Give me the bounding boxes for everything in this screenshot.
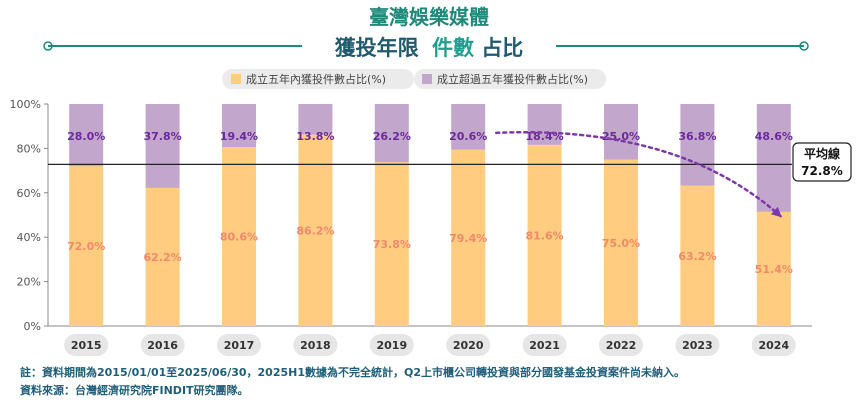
subtitle-accent: 件數 <box>432 36 474 60</box>
data-label-over-5yr: 36.8% <box>678 130 716 143</box>
y-tick-label: 40% <box>17 231 41 244</box>
bar-within-5yr-2015 <box>69 166 104 326</box>
x-tick-pill <box>446 334 491 356</box>
bar-over-5yr-2015 <box>69 104 104 167</box>
data-label-within-5yr: 75.0% <box>602 237 640 250</box>
average-label-title: 平均線 <box>804 146 840 161</box>
x-tick-pill <box>217 334 261 356</box>
x-tick-pill <box>140 334 185 356</box>
chart-title: 臺灣娛樂媒體 <box>369 5 489 29</box>
x-tick-pill <box>64 334 109 356</box>
bar-over-5yr-2024 <box>756 104 791 212</box>
subtitle-main: 獲投年限 <box>335 36 419 60</box>
x-tick-label: 2017 <box>224 339 255 352</box>
bar-within-5yr-2022 <box>604 159 638 326</box>
legend-label-1: 成立五年內獲投件數占比(%) <box>246 72 386 86</box>
bar-over-5yr-2023 <box>680 104 715 186</box>
bar-over-5yr-2021 <box>527 104 562 145</box>
bar-over-5yr-2018 <box>298 104 333 135</box>
data-label-over-5yr: 20.6% <box>449 130 487 143</box>
x-tick-pill <box>522 334 567 356</box>
data-label-over-5yr: 48.6% <box>755 130 793 143</box>
bar-over-5yr-2019 <box>374 104 409 163</box>
chart-header: 臺灣娛樂媒體 獲投年限 件數 占比 <box>43 5 809 60</box>
bar-over-5yr-2016 <box>145 104 180 188</box>
data-label-within-5yr: 79.4% <box>449 232 487 245</box>
footnote-source: 資料來源：台灣經濟研究院FINDIT研究團隊。 <box>20 383 249 397</box>
data-label-within-5yr: 80.6% <box>220 231 258 244</box>
bar-within-5yr-2020 <box>451 149 486 326</box>
data-label-within-5yr: 51.4% <box>755 263 793 276</box>
bar-within-5yr-2017 <box>222 147 256 326</box>
x-tick-label: 2018 <box>300 339 331 352</box>
legend-pill-2 <box>414 69 606 89</box>
legend-label-2: 成立超過五年獲投件數占比(%) <box>437 72 588 86</box>
legend: 成立五年內獲投件數占比(%) 成立超過五年獲投件數占比(%) <box>222 69 606 89</box>
y-tick-label: 100% <box>10 98 41 111</box>
footnotes: 註：資料期間為2015/01/01至2025/06/30，2025H1數據為不完… <box>20 365 685 397</box>
bar-over-5yr-2020 <box>451 104 486 150</box>
x-tick-pill <box>675 334 720 356</box>
x-tick-label: 2015 <box>71 339 102 352</box>
bar-within-5yr-2016 <box>145 187 180 326</box>
data-label-over-5yr: 13.8% <box>296 130 334 143</box>
y-tick-label: 0% <box>24 320 41 333</box>
average-label-box <box>792 142 852 182</box>
bar-within-5yr-2023 <box>680 185 715 326</box>
bar-within-5yr-2021 <box>527 144 562 326</box>
y-tick-label: 20% <box>17 276 41 289</box>
legend-swatch-2 <box>422 74 432 84</box>
title-rule-right-dot <box>799 41 809 51</box>
x-tick-label: 2019 <box>376 339 407 352</box>
plot-area: 0% 20% 40% 60% 80% 100% 72.0% 28.0% 2015 62.2% 37.… <box>10 98 852 356</box>
x-tick-label: 2021 <box>529 339 560 352</box>
data-label-over-5yr: 37.8% <box>144 130 182 143</box>
data-label-within-5yr: 73.8% <box>373 238 411 251</box>
bar-within-5yr-2024 <box>756 211 791 326</box>
data-label-within-5yr: 86.2% <box>296 224 334 237</box>
trend-arrow-line <box>494 131 784 219</box>
data-label-over-5yr: 26.2% <box>373 130 411 143</box>
data-label-within-5yr: 72.0% <box>67 240 105 253</box>
bar-over-5yr-2017 <box>222 104 256 148</box>
x-tick-label: 2016 <box>147 339 178 352</box>
x-tick-pill <box>599 334 643 356</box>
x-tick-label: 2024 <box>758 339 789 352</box>
subtitle-tail: 占比 <box>481 36 523 60</box>
bar-within-5yr-2019 <box>374 162 409 326</box>
x-tick-pill <box>293 334 338 356</box>
trend-arrow-head <box>771 206 782 218</box>
data-label-within-5yr: 62.2% <box>144 251 182 264</box>
data-label-within-5yr: 63.2% <box>678 250 716 263</box>
x-tick-pill <box>751 334 796 356</box>
bar-within-5yr-2018 <box>298 134 333 326</box>
legend-swatch-1 <box>231 74 241 84</box>
chart-subtitle: 獲投年限 件數 占比 <box>335 36 524 60</box>
x-tick-pill <box>369 334 414 356</box>
footnote-period: 註：資料期間為2015/01/01至2025/06/30，2025H1數據為不完… <box>20 365 685 379</box>
data-label-over-5yr: 19.4% <box>220 130 258 143</box>
x-tick-label: 2022 <box>606 339 637 352</box>
y-tick-label: 60% <box>17 187 41 200</box>
y-tick-label: 80% <box>17 142 41 155</box>
bar-over-5yr-2022 <box>604 104 638 160</box>
legend-pill-1 <box>222 69 414 89</box>
data-label-over-5yr: 28.0% <box>67 130 105 143</box>
data-label-within-5yr: 81.6% <box>526 229 564 242</box>
title-rule-left-dot <box>43 41 53 51</box>
average-label-value: 72.8% <box>801 164 843 178</box>
x-tick-label: 2023 <box>682 339 713 352</box>
x-tick-label: 2020 <box>453 339 484 352</box>
